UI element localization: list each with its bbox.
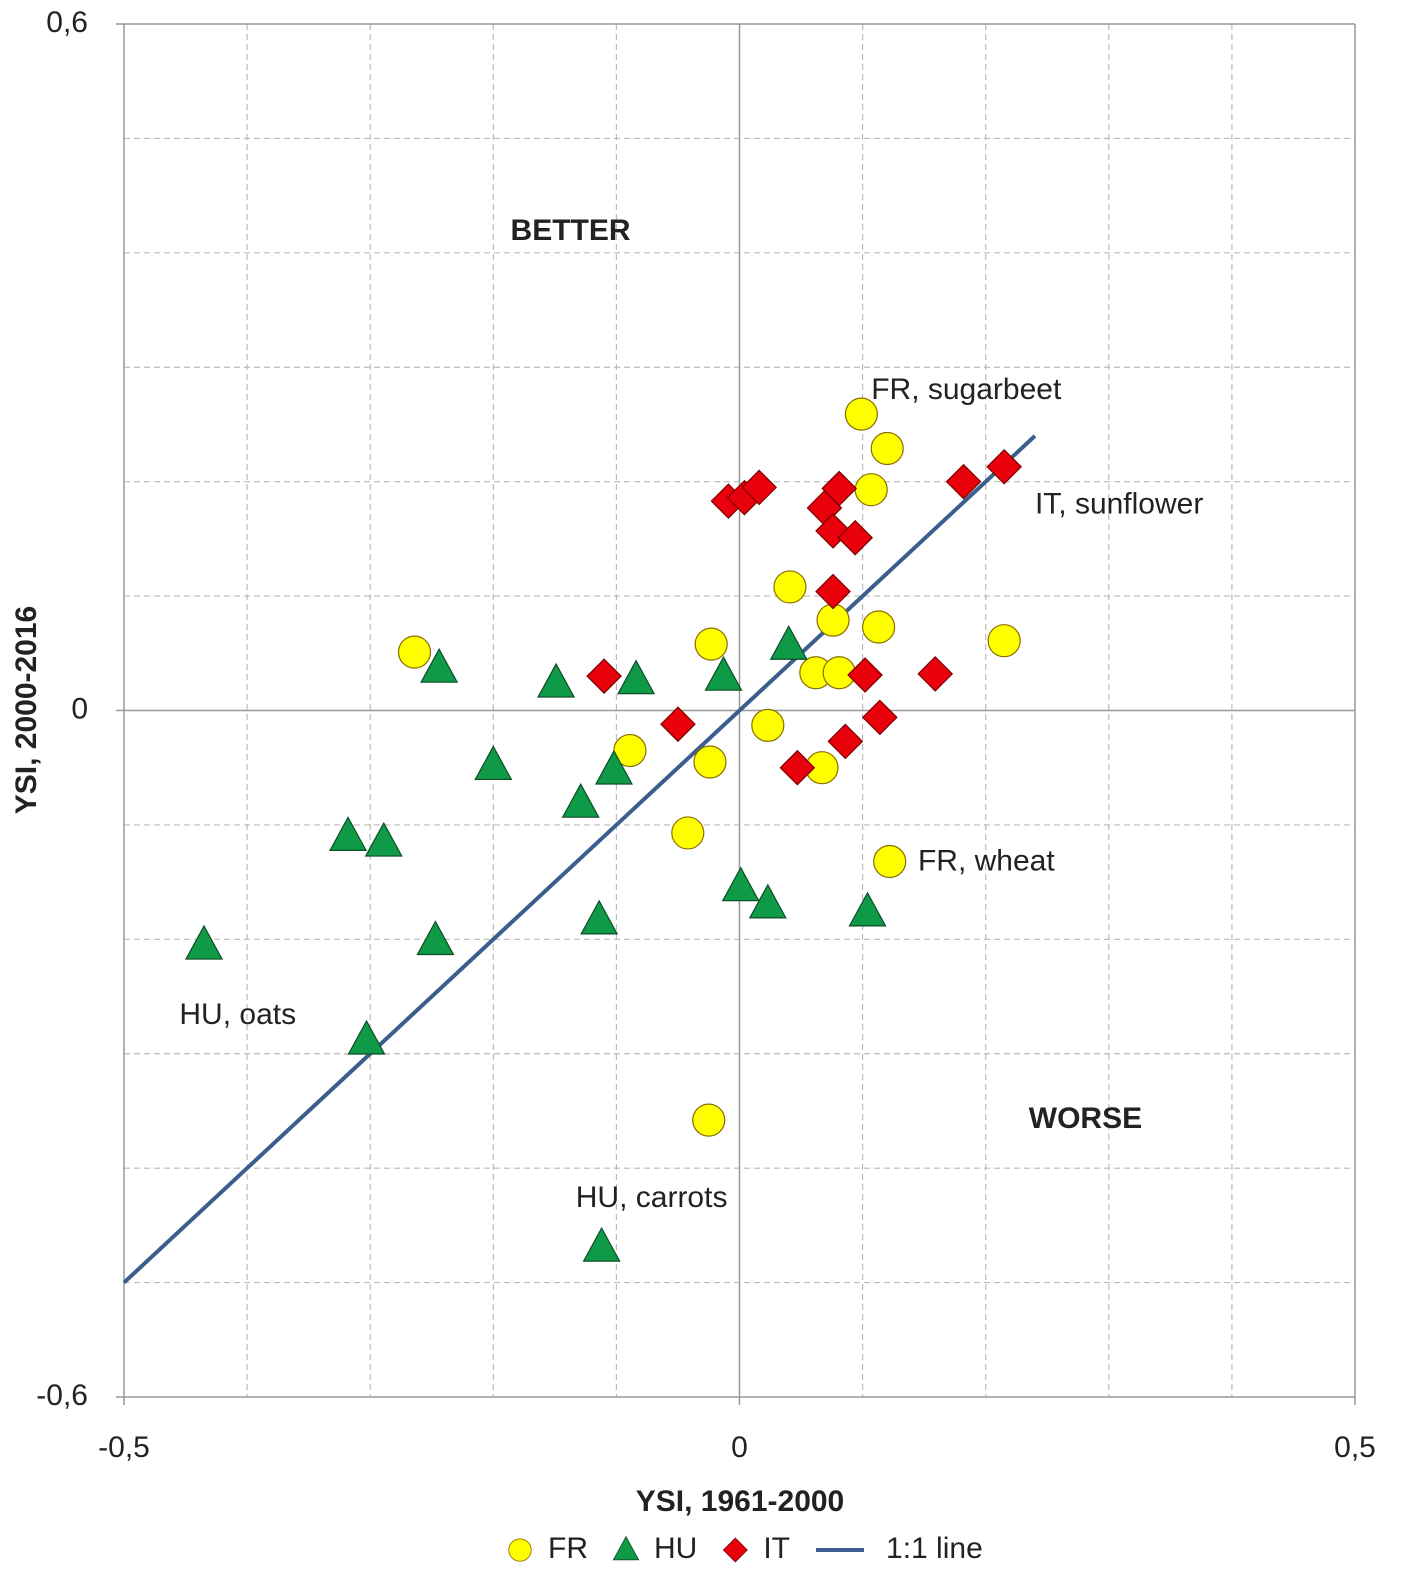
- point: [586, 658, 622, 695]
- point: [844, 397, 878, 431]
- point: [827, 723, 864, 760]
- legend-label: IT: [763, 1532, 790, 1565]
- y-tick-label: 0,6: [46, 6, 88, 39]
- point: [848, 891, 887, 927]
- point: [862, 610, 896, 644]
- annotation: BETTER: [511, 214, 631, 247]
- point: [741, 469, 778, 506]
- point: [537, 662, 576, 698]
- point: [769, 625, 808, 660]
- point: [847, 657, 883, 693]
- point: [773, 570, 807, 604]
- legend-label: 1:1 line: [886, 1532, 983, 1565]
- point: [420, 647, 459, 683]
- point: [660, 706, 696, 743]
- legend-label: FR: [548, 1532, 588, 1565]
- point: [721, 866, 760, 902]
- point: [347, 1019, 386, 1055]
- point: [671, 816, 705, 850]
- point: [329, 816, 368, 851]
- legend-marker: [612, 1535, 640, 1561]
- point: [986, 448, 1023, 485]
- legend-marker: [508, 1538, 532, 1562]
- point: [580, 899, 619, 935]
- point: [945, 463, 982, 500]
- point: [617, 659, 656, 695]
- legend-marker: [722, 1537, 748, 1563]
- x-tick-label: 0,5: [1334, 1431, 1376, 1464]
- point: [987, 624, 1021, 658]
- x-tick-label: 0: [731, 1431, 748, 1464]
- y-axis-title: YSI, 2000-2016: [10, 606, 43, 815]
- y-tick-label: -0,6: [36, 1379, 88, 1412]
- point: [694, 627, 728, 661]
- point: [854, 473, 888, 507]
- point: [561, 782, 600, 818]
- point: [821, 470, 858, 507]
- annotation: FR, wheat: [918, 845, 1055, 878]
- point: [397, 635, 432, 669]
- x-tick-label: -0,5: [98, 1431, 150, 1464]
- annotation: HU, carrots: [576, 1181, 728, 1214]
- y-tick-label: 0: [71, 692, 88, 725]
- annotation: IT, sunflower: [1035, 488, 1203, 521]
- point: [870, 431, 904, 466]
- point: [416, 920, 455, 956]
- point: [873, 844, 907, 879]
- point: [815, 573, 851, 610]
- point: [748, 883, 787, 919]
- point: [917, 656, 954, 692]
- annotation: HU, oats: [179, 998, 296, 1031]
- point: [594, 749, 633, 785]
- identity-line: [122, 434, 1037, 1285]
- point: [364, 821, 403, 857]
- point: [474, 745, 513, 781]
- point: [861, 699, 898, 736]
- point: [779, 749, 816, 786]
- point: [751, 708, 785, 742]
- point: [704, 655, 743, 691]
- legend-label: HU: [654, 1532, 697, 1565]
- point: [692, 1103, 726, 1137]
- x-axis-title: YSI, 1961-2000: [636, 1485, 845, 1518]
- annotation: WORSE: [1029, 1102, 1142, 1135]
- point: [837, 519, 874, 556]
- point: [185, 924, 224, 960]
- point: [693, 745, 727, 779]
- point: [582, 1226, 621, 1262]
- annotation: FR, sugarbeet: [871, 373, 1062, 406]
